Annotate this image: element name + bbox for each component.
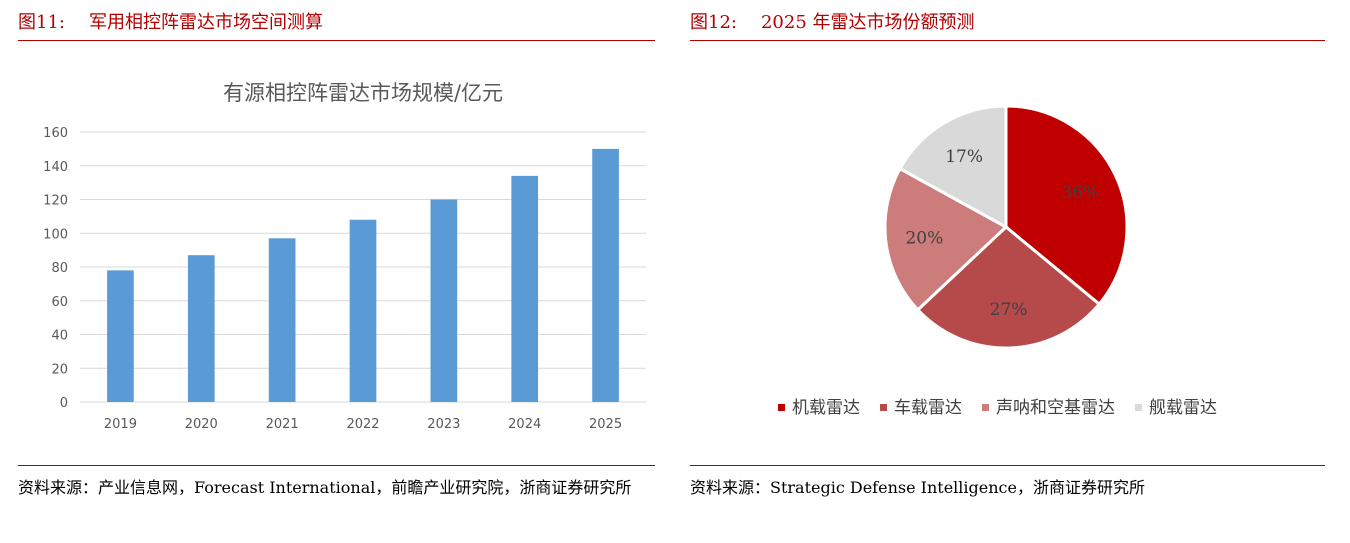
pie-slice: [897, 104, 1008, 230]
legend-label: 声呐和空基雷达: [996, 398, 1115, 418]
bar: [268, 238, 296, 402]
figure-title: 图12: 2025 年雷达市场份额预测: [690, 8, 975, 34]
title-rule: [690, 40, 1325, 41]
chart-title: 有源相控阵雷达市场规模/亿元: [223, 81, 503, 105]
y-tick-label: 100: [43, 227, 68, 242]
y-tick-label: 160: [43, 126, 68, 141]
x-tick-label: 2023: [427, 417, 460, 432]
bar: [349, 219, 377, 402]
y-tick-label: 60: [51, 295, 68, 310]
bar: [511, 175, 539, 402]
bar-chart: 有源相控阵雷达市场规模/亿元 0 20 40 60 80 100 120 140 160 2019 2…: [43, 81, 646, 432]
source-note: 资料来源：产业信息网，Forecast International，前瞻产业研究…: [18, 478, 632, 497]
bar: [592, 148, 619, 402]
legend-label: 车载雷达: [894, 398, 962, 418]
legend-marker: [1135, 404, 1142, 411]
pie-chart: 36% 27% 20% 17% 机载雷达 车载雷达 声呐和空基雷达 舰载雷达: [778, 104, 1217, 418]
bar: [430, 199, 458, 402]
x-tick-label: 2019: [104, 417, 137, 432]
y-tick-label: 80: [51, 261, 68, 276]
slice-value-label: 27%: [990, 300, 1028, 320]
bar: [107, 270, 134, 402]
y-tick-label: 140: [43, 160, 68, 175]
x-tick-label: 2022: [346, 417, 379, 432]
figure-title-text: 2025 年雷达市场份额预测: [760, 12, 975, 33]
y-tick-label: 40: [51, 329, 68, 344]
source-rule: [690, 465, 1325, 466]
slice-value-label: 20%: [905, 228, 943, 248]
source-note: 资料来源：Strategic Defense Intelligence，浙商证券…: [690, 478, 1145, 497]
legend-marker: [880, 404, 887, 411]
figure-number: 图11:: [18, 12, 65, 33]
x-tick-label: 2021: [266, 417, 299, 432]
pie-slice: [1004, 104, 1129, 307]
pie-slice: [883, 166, 1009, 312]
slice-value-label: 36%: [1062, 183, 1100, 203]
y-tick-label: 120: [43, 194, 68, 209]
legend-marker: [778, 404, 785, 411]
legend-label: 机载雷达: [792, 398, 860, 418]
legend-marker: [982, 404, 989, 411]
slice-value-label: 17%: [945, 147, 983, 167]
figure-title: 图11: 军用相控阵雷达市场空间测算: [18, 8, 323, 34]
x-tick-label: 2020: [185, 417, 218, 432]
figure-number: 图12:: [690, 12, 737, 33]
x-tick-label: 2024: [508, 417, 541, 432]
y-tick-label: 0: [60, 396, 68, 411]
source-rule: [18, 465, 655, 466]
pie-slice: [915, 225, 1102, 350]
figure-title-text: 军用相控阵雷达市场空间测算: [88, 12, 323, 33]
x-tick-label: 2025: [589, 417, 622, 432]
legend-label: 舰载雷达: [1149, 398, 1217, 418]
title-rule: [18, 40, 655, 41]
bar: [187, 255, 215, 402]
y-tick-label: 20: [51, 362, 68, 377]
